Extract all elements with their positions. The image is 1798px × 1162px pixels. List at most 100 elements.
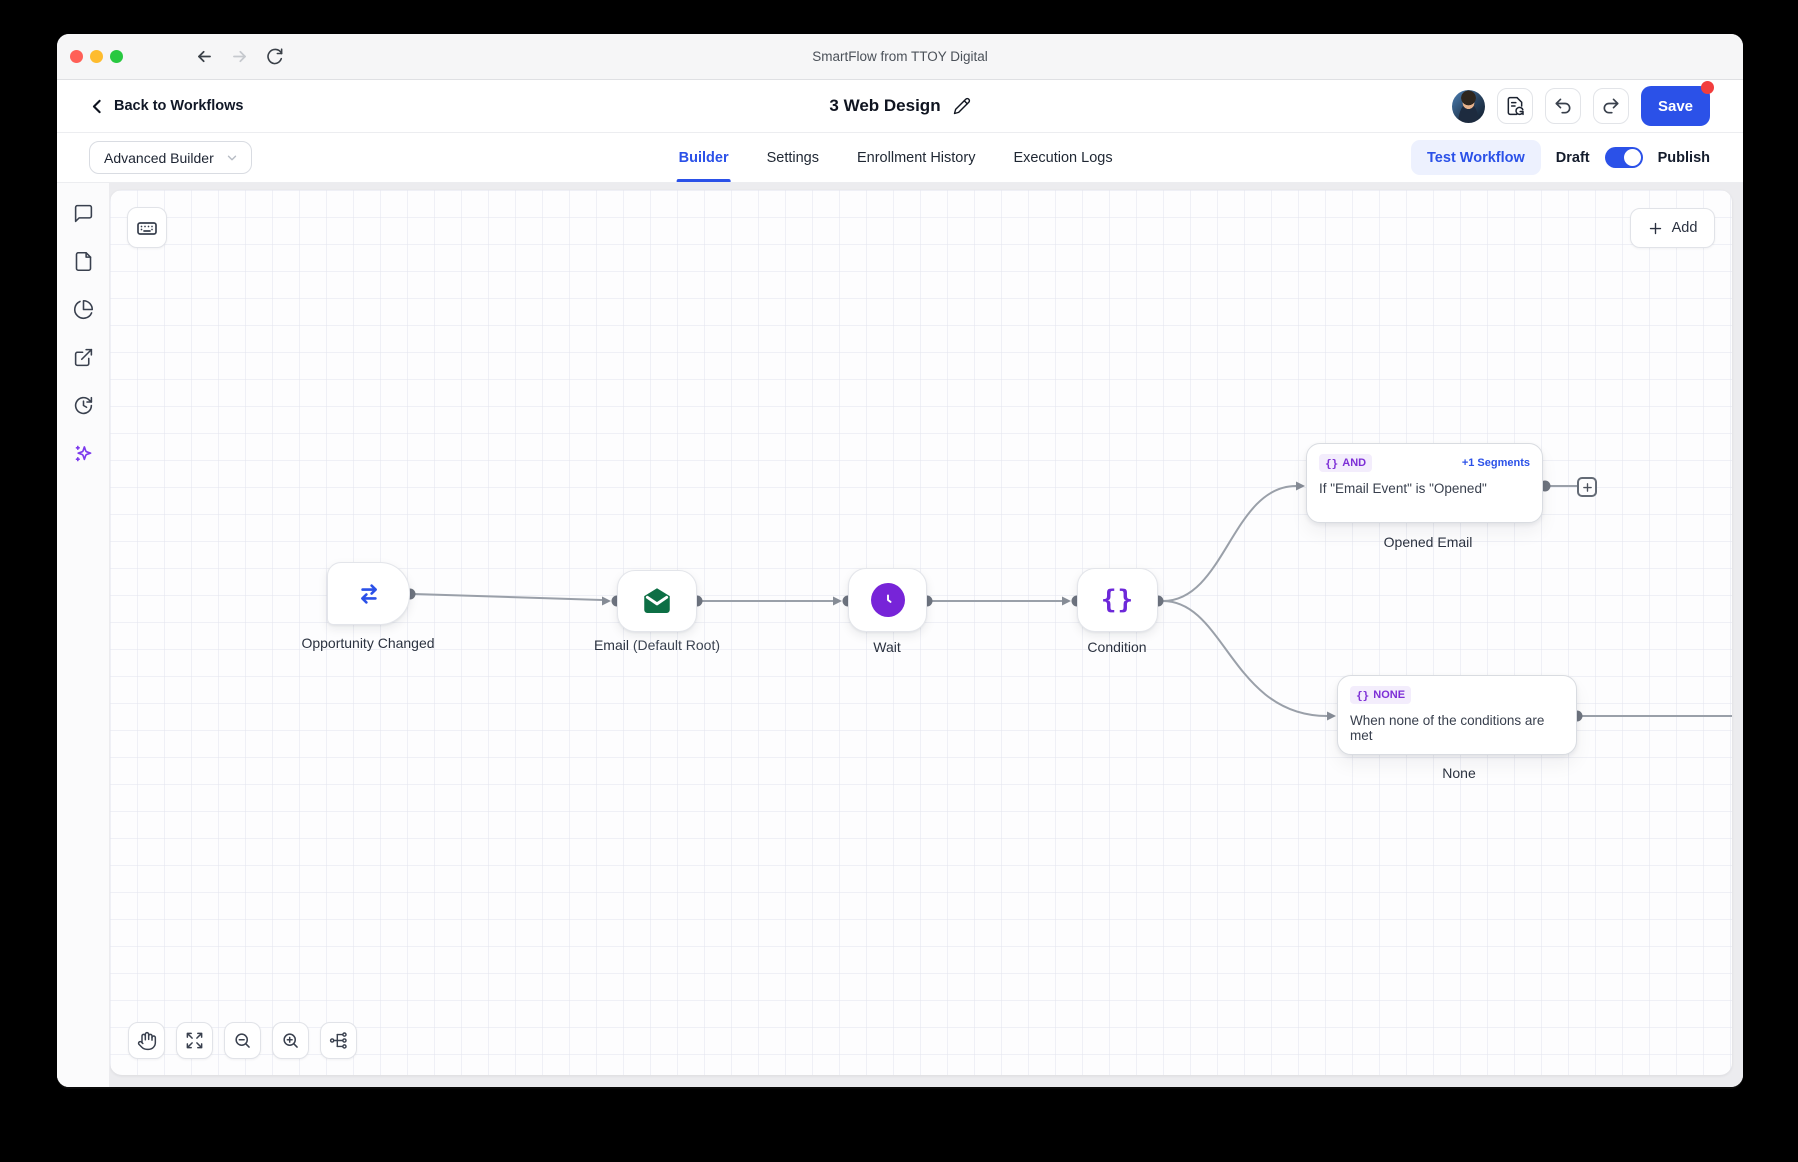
swap-arrows-icon: [360, 583, 377, 604]
sparkles-icon: [75, 445, 91, 461]
tab-execution-logs[interactable]: Execution Logs: [1013, 149, 1113, 166]
builder-mode-label: Advanced Builder: [104, 149, 214, 166]
window-title: SmartFlow from TTOY Digital: [812, 49, 988, 64]
braces-icon: {}: [1100, 585, 1135, 615]
arrowhead-none: [1327, 711, 1336, 721]
node-label-opportunity-changed: Opportunity Changed: [301, 635, 435, 651]
branch-card-none[interactable]: {} NONE When none of the conditions are …: [1337, 675, 1577, 755]
test-workflow-button[interactable]: Test Workflow: [1411, 140, 1541, 175]
clock-icon: [886, 594, 891, 603]
publish-label: Publish: [1657, 149, 1710, 166]
minimize-window-button[interactable]: [90, 50, 103, 63]
sidebar-ai-assistant-button[interactable]: [65, 435, 101, 471]
segments-link[interactable]: +1 Segments: [1461, 457, 1530, 469]
browser-back-icon[interactable]: [195, 47, 214, 66]
zoom-out-button[interactable]: [224, 1022, 261, 1059]
undo-icon: [1555, 98, 1571, 114]
node-opportunity-changed[interactable]: [327, 562, 410, 625]
add-step-button[interactable]: [1577, 477, 1597, 497]
tab-builder[interactable]: Builder: [676, 133, 731, 182]
node-email[interactable]: [617, 570, 697, 632]
arrowhead-wait: [833, 596, 842, 606]
edge-trigger-email: [413, 593, 603, 601]
builder-body: Add Opportunity Changed: [57, 183, 1743, 1087]
app-header: Back to Workflows 3 Web Design: [57, 80, 1743, 133]
node-wait[interactable]: [848, 568, 927, 632]
wait-chip: [870, 583, 905, 617]
operator-label: AND: [1342, 457, 1367, 469]
builder-tabs: Builder Settings Enrollment History Exec…: [676, 133, 1115, 182]
builder-mode-select[interactable]: Advanced Builder: [89, 141, 252, 174]
tab-settings[interactable]: Settings: [766, 149, 819, 166]
branch-label-none: None: [1442, 765, 1476, 781]
window-titlebar: SmartFlow from TTOY Digital: [57, 34, 1743, 80]
save-label: Save: [1657, 97, 1694, 115]
keyboard-shortcuts-button[interactable]: [127, 207, 167, 248]
builder-toolbar: Advanced Builder Builder Settings Enroll…: [57, 133, 1743, 183]
arrowhead-condition: [1062, 596, 1071, 606]
branch-label-opened-email: Opened Email: [1383, 534, 1473, 550]
arrowhead-opened: [1296, 481, 1305, 491]
undo-button[interactable]: [1545, 88, 1581, 124]
publish-toggle[interactable]: [1604, 147, 1643, 168]
sidebar-external-link-button[interactable]: [65, 339, 101, 375]
expand-icon: [186, 1032, 203, 1049]
operator-badge-none: {} NONE: [1350, 686, 1412, 704]
auto-layout-button[interactable]: [320, 1022, 357, 1059]
operator-badge-and: {} AND: [1319, 454, 1373, 472]
node-label-wait: Wait: [873, 639, 901, 655]
email-sublabel: (Default Root): [632, 637, 721, 653]
fit-view-button[interactable]: [176, 1022, 213, 1059]
node-label-condition: Condition: [1087, 639, 1147, 655]
zoom-in-button[interactable]: [272, 1022, 309, 1059]
add-button-label: Add: [1671, 220, 1698, 236]
edit-pencil-icon[interactable]: [953, 97, 971, 115]
braces-icon: {}: [1356, 688, 1370, 702]
back-label: Back to Workflows: [114, 98, 244, 114]
file-icon: [75, 251, 91, 271]
plus-icon: [1582, 482, 1592, 492]
sidebar-documents-button[interactable]: [65, 243, 101, 279]
edge-condition-none: [1162, 600, 1328, 717]
back-to-workflows-button[interactable]: Back to Workflows: [89, 98, 243, 115]
left-sidebar: [57, 183, 110, 1087]
node-condition[interactable]: {}: [1077, 568, 1158, 632]
pie-chart-icon: [73, 299, 93, 319]
chevron-down-icon: [227, 155, 237, 160]
sidebar-analytics-button[interactable]: [65, 291, 101, 327]
tree-layout-icon: [329, 1032, 347, 1049]
braces-icon: {}: [1325, 456, 1339, 470]
revision-history-button[interactable]: [1497, 88, 1533, 124]
save-button[interactable]: Save: [1641, 81, 1714, 126]
arrowhead-email: [602, 596, 611, 606]
email-label: Email: [593, 637, 629, 653]
tab-enrollment-history[interactable]: Enrollment History: [856, 149, 976, 166]
chevron-left-icon: [92, 99, 101, 113]
workflow-canvas[interactable]: Add Opportunity Changed: [110, 190, 1732, 1075]
sidebar-comments-button[interactable]: [65, 195, 101, 231]
user-avatar[interactable]: [1452, 89, 1485, 123]
close-window-button[interactable]: [70, 50, 83, 63]
add-node-button[interactable]: Add: [1630, 208, 1715, 248]
toggle-knob: [1623, 149, 1641, 166]
pan-tool-button[interactable]: [128, 1022, 165, 1059]
workflow-connectors: [404, 480, 1732, 722]
open-envelope-icon: [644, 588, 670, 614]
redo-button[interactable]: [1593, 88, 1629, 124]
keyboard-icon: [137, 221, 157, 235]
branch-condition-text: If "Email Event" is "Opened": [1319, 481, 1487, 496]
external-link-icon: [74, 348, 92, 366]
traffic-lights: [70, 50, 123, 63]
sidebar-history-button[interactable]: [65, 387, 101, 423]
edge-condition-opened: [1162, 485, 1297, 602]
history-clock-icon: [74, 396, 92, 414]
browser-reload-icon[interactable]: [265, 47, 284, 66]
draft-label: Draft: [1555, 149, 1590, 166]
branch-card-opened-email[interactable]: {} AND +1 Segments If "Email Event" is "…: [1306, 443, 1543, 523]
browser-forward-icon[interactable]: [230, 47, 249, 66]
zoom-window-button[interactable]: [110, 50, 123, 63]
node-label-email: Email (Default Root): [547, 637, 767, 653]
branch-condition-text: When none of the conditions are met: [1350, 713, 1545, 743]
document-history-icon: [1507, 96, 1524, 116]
redo-icon: [1603, 98, 1619, 114]
